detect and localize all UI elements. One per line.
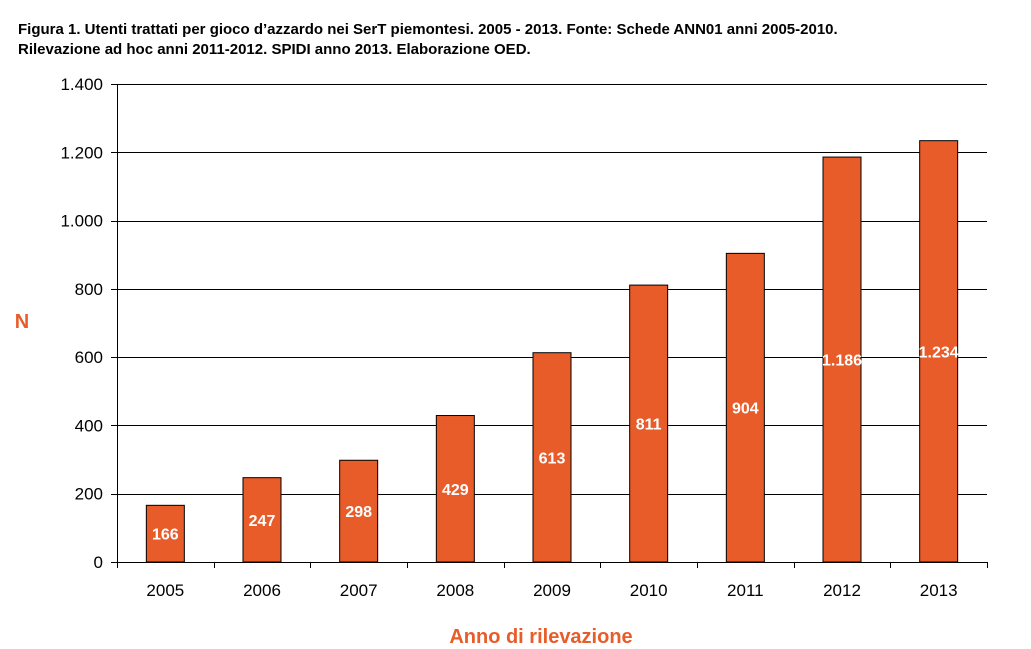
bar-2011 [725,252,765,563]
y-tick-labels: 0 200 400 600 800 1.000 1.200 1.400 [60,75,103,572]
x-tick-labels: 2005 2006 2007 2008 2009 2010 2011 2012 2013 [146,581,957,600]
x-axis-title: Anno di rilevazione [449,626,632,648]
bar-2008 [435,415,475,563]
data-label-2009: 613 [539,450,566,467]
data-label-2012: 1.186 [822,353,862,370]
y-tick-label: 200 [75,485,103,504]
bar-2007 [339,459,379,563]
x-tick-label: 2009 [533,581,571,600]
data-label-2008: 429 [442,482,469,499]
x-tick-label: 2013 [920,581,958,600]
bar-2012 [822,156,862,563]
data-labels: 166 247 298 429 613 811 904 1.186 1.234 [152,344,959,543]
x-tick-label: 2007 [340,581,378,600]
data-label-2010: 811 [636,417,662,434]
y-tick-label: 800 [75,280,103,299]
y-tick-label: 1.200 [60,143,103,162]
chart-title-line-2: Rilevazione ad hoc anni 2011-2012. SPIDI… [18,41,531,58]
x-tick-label: 2011 [727,581,764,600]
y-tick-label: 600 [75,348,103,367]
data-label-2011: 904 [732,401,759,418]
y-tick-label: 1.400 [60,75,103,94]
bar-2006 [242,477,282,563]
y-tick-label: 1.000 [60,212,103,231]
y-tick-label: 0 [94,553,103,572]
data-label-2005: 166 [152,527,179,544]
data-label-2013: 1.234 [919,344,959,361]
x-tick-label: 2012 [823,581,861,600]
x-tick-label: 2010 [630,581,668,600]
bars [145,140,959,563]
x-tick-label: 2005 [146,581,184,600]
axes [111,84,988,568]
y-tick-label: 400 [75,416,103,435]
bar-2010 [629,284,669,563]
y-axis-title: N [15,311,29,333]
chart-title: Figura 1. Utenti trattati per gioco d’az… [18,21,838,58]
x-tick-label: 2006 [243,581,281,600]
x-tick-label: 2008 [436,581,474,600]
data-label-2006: 247 [249,513,276,530]
bar-2009 [532,352,572,563]
data-label-2007: 298 [345,504,372,521]
chart-title-line-1: Figura 1. Utenti trattati per gioco d’az… [18,21,838,38]
